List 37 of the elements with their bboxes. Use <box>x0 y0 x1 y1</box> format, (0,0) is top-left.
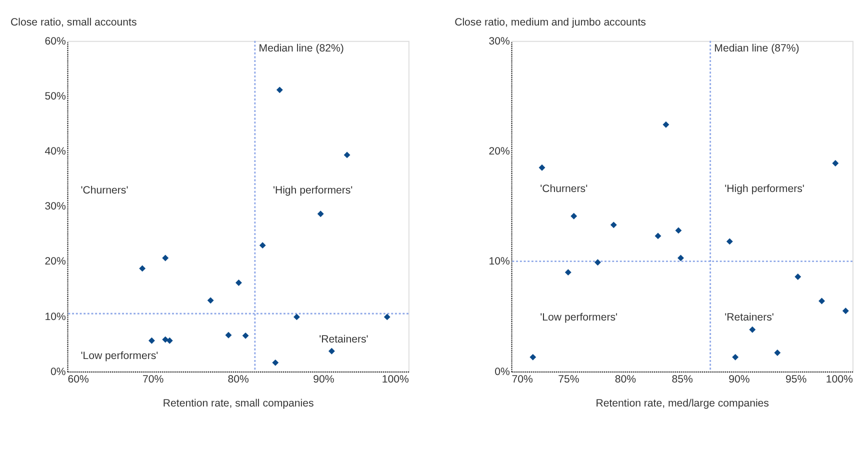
y-tick-label: 20% <box>488 145 510 158</box>
ref-line-label: Median line (82%) <box>258 42 344 54</box>
y-tick-label: 30% <box>44 200 66 213</box>
y-tick-label: 60% <box>44 35 66 48</box>
x-tick-label: 90% <box>313 374 335 386</box>
x-tick-label: 60% <box>68 374 90 386</box>
y-tick-label: 0% <box>494 366 510 378</box>
annotation: 'Retainers' <box>724 312 774 324</box>
annotation: 'Low performers' <box>80 350 158 362</box>
annotation: 'High performers' <box>272 184 353 197</box>
x-tick-label: 70% <box>512 374 534 386</box>
x-tick-label: 95% <box>786 374 808 386</box>
chart-title: Close ratio, medium and jumbo accounts <box>454 16 646 29</box>
chart-title: Close ratio, small accounts <box>10 16 137 29</box>
y-tick-label: 50% <box>44 90 66 102</box>
y-tick-label: 30% <box>488 35 510 48</box>
ref-line-label: Median line (87%) <box>714 42 800 54</box>
x-tick-label: 100% <box>382 374 410 386</box>
y-tick-label: 0% <box>50 366 66 378</box>
x-tick-label: 90% <box>728 374 750 386</box>
annotation: 'Low performers' <box>540 312 618 324</box>
x-tick-label: 100% <box>826 374 854 386</box>
x-tick-label: 70% <box>142 374 164 386</box>
annotation: 'Retainers' <box>319 334 368 346</box>
x-tick-label: 80% <box>614 374 637 386</box>
annotation: 'High performers' <box>724 182 804 195</box>
y-tick-label: 40% <box>44 145 66 158</box>
x-axis-title: Retention rate, small companies <box>162 398 314 410</box>
x-tick-label: 80% <box>228 374 250 386</box>
y-tick-label: 10% <box>44 310 66 323</box>
x-tick-label: 85% <box>672 374 694 386</box>
x-tick-label: 75% <box>558 374 580 386</box>
y-tick-label: 10% <box>488 256 510 268</box>
annotation: 'Churners' <box>80 184 128 197</box>
annotation: 'Churners' <box>540 182 588 195</box>
x-axis-title: Retention rate, med/large companies <box>596 398 769 410</box>
y-tick-label: 20% <box>44 256 66 268</box>
